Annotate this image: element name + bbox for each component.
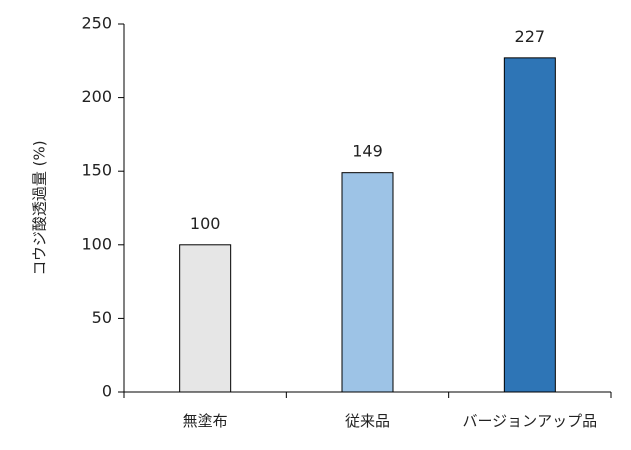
bars (179, 57, 556, 393)
category-label: バージョンアップ品 (462, 412, 597, 430)
y-tick-label: 100 (81, 234, 112, 253)
y-tick-label: 200 (81, 87, 112, 106)
data-label: 227 (515, 27, 546, 46)
y-tick-label: 50 (92, 308, 112, 327)
category-label: 従来品 (345, 412, 390, 430)
data-label: 100 (190, 214, 221, 233)
bar (503, 57, 556, 393)
category-label: 無塗布 (183, 412, 228, 430)
axes: 0 50 100 150 200 250 (81, 14, 612, 401)
bar (179, 244, 232, 393)
labels: 100 無塗布 149 従来品 227 バージョンアップ品 (183, 27, 598, 430)
y-tick-label: 250 (81, 14, 112, 33)
bar (341, 172, 394, 393)
y-tick-label: 150 (81, 161, 112, 180)
data-label: 149 (352, 142, 383, 161)
y-tick-label: 0 (102, 382, 112, 401)
y-axis-title: コウジ酸透過量 (%) (31, 140, 49, 275)
